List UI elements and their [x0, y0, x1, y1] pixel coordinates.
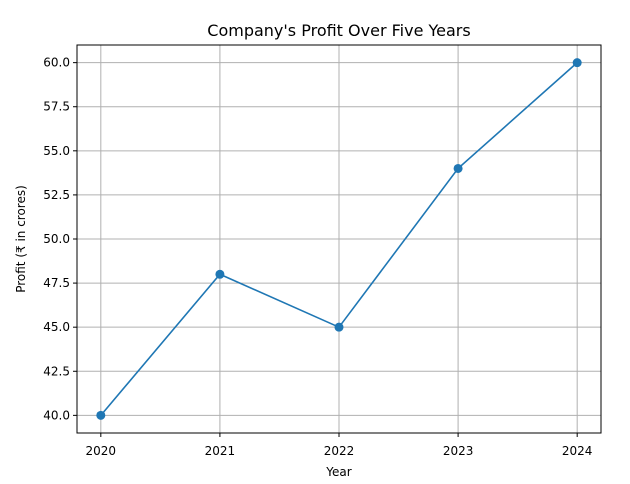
y-tick-label: 60.0: [43, 56, 70, 70]
y-tick-label: 40.0: [43, 408, 70, 422]
x-tick-label: 2021: [205, 444, 236, 458]
y-tick-label: 50.0: [43, 232, 70, 246]
plot-frame: [76, 44, 602, 434]
data-point: [215, 269, 225, 279]
chart-title: Company's Profit Over Five Years: [207, 21, 470, 40]
axis-ticks: 2020 2021 2022 2023 2024 40.0 42.5 45.0 47.5 50.0…: [43, 56, 592, 458]
y-tick-label: 42.5: [43, 364, 70, 378]
y-tick-label: 52.5: [43, 188, 70, 202]
data-point: [96, 410, 106, 420]
y-axis-label: Profit (₹ in crores): [14, 185, 28, 293]
data-point: [572, 58, 582, 68]
x-tick-label: 2020: [86, 444, 117, 458]
data-series: [96, 58, 582, 420]
grid-lines: [77, 45, 601, 433]
x-tick-label: 2022: [324, 444, 355, 458]
y-tick-label: 57.5: [43, 100, 70, 114]
data-point: [334, 322, 344, 332]
y-tick-label: 45.0: [43, 320, 70, 334]
x-tick-label: 2024: [562, 444, 593, 458]
y-tick-label: 47.5: [43, 276, 70, 290]
x-tick-label: 2023: [443, 444, 474, 458]
y-tick-label: 55.0: [43, 144, 70, 158]
data-point: [453, 163, 463, 173]
x-axis-label: Year: [325, 465, 351, 479]
